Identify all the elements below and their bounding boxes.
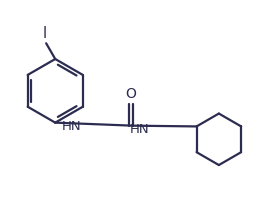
Text: O: O bbox=[126, 87, 136, 101]
Text: I: I bbox=[42, 26, 47, 41]
Text: HN: HN bbox=[130, 123, 149, 136]
Text: HN: HN bbox=[61, 120, 81, 133]
